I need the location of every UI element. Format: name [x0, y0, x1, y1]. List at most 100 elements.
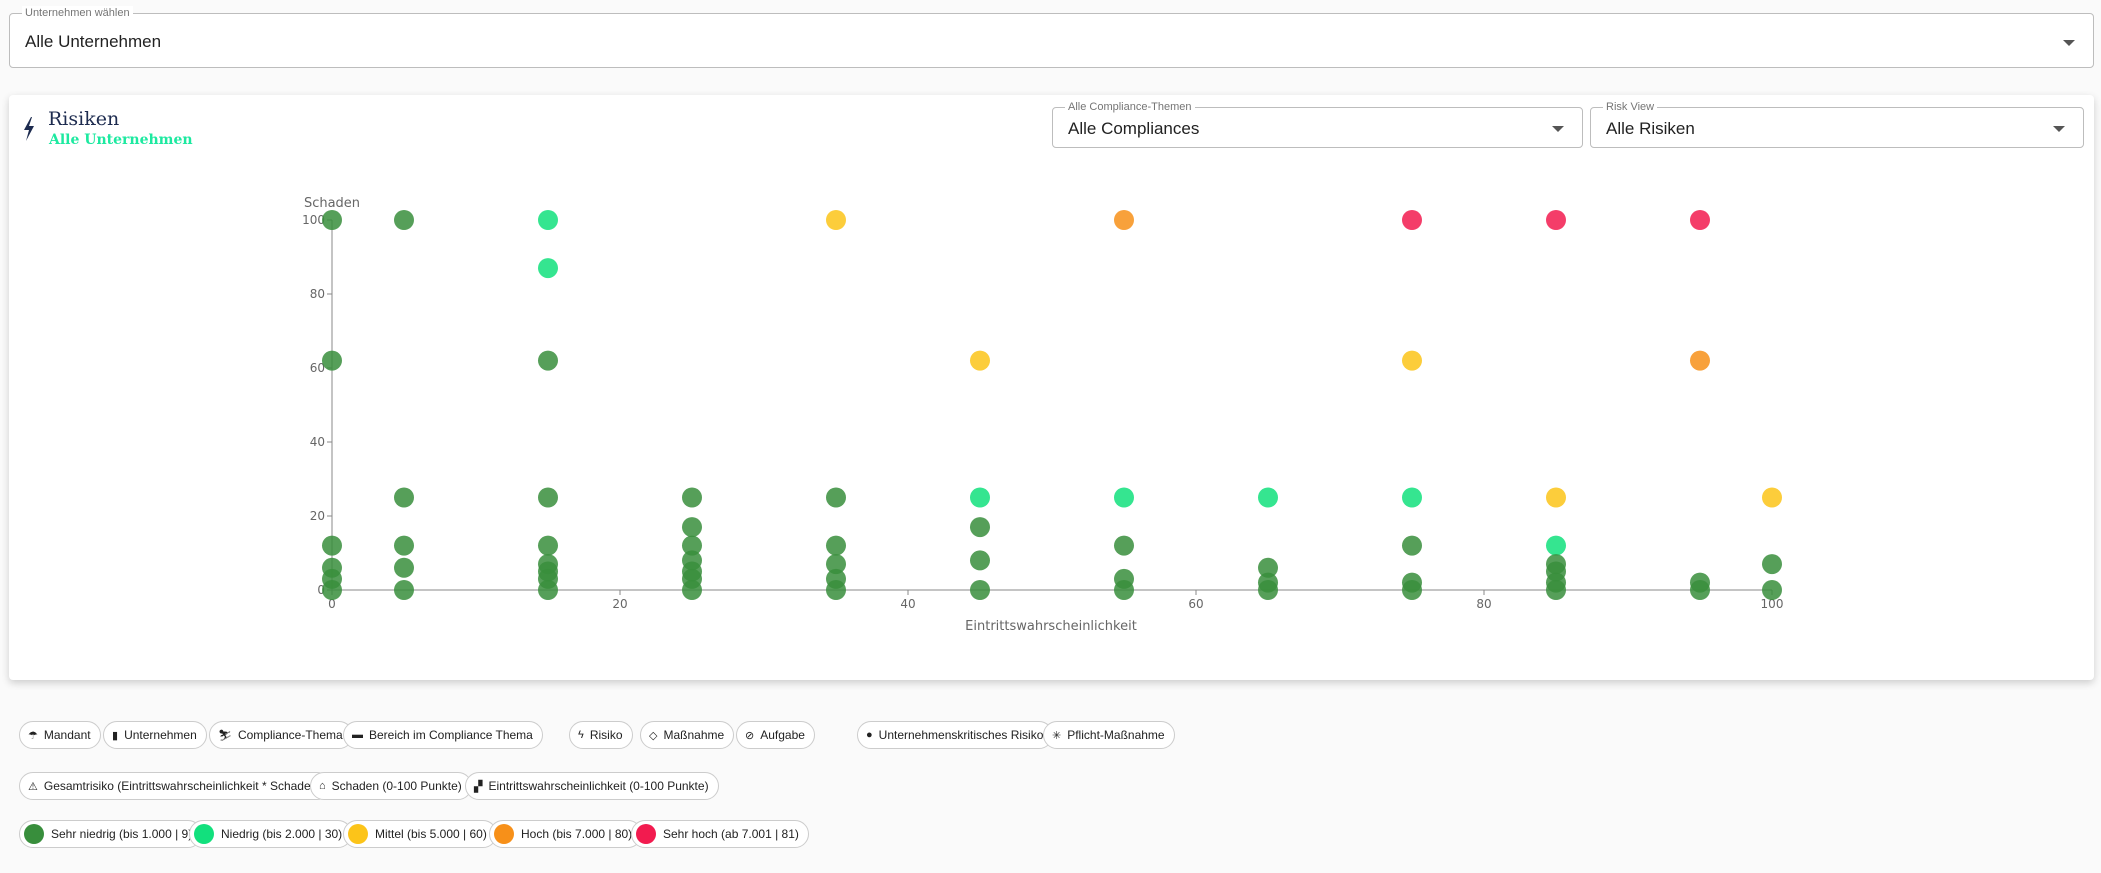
risk-point[interactable]	[1258, 580, 1278, 600]
legend-chip-label: Mandant	[43, 728, 91, 742]
y-tick-label: 100	[302, 213, 325, 227]
risk-point[interactable]	[682, 487, 702, 508]
risk-point[interactable]	[1258, 487, 1278, 508]
card-title: Risiken	[48, 108, 120, 130]
risk-point[interactable]	[394, 535, 414, 556]
company-select[interactable]: Unternehmen wählen Alle Unternehmen	[9, 6, 2094, 68]
risk-point[interactable]	[826, 580, 846, 600]
legend-chip[interactable]: ⛷ Compliance-Thema	[209, 721, 353, 749]
x-tick-label: 0	[328, 597, 336, 611]
legend-chip[interactable]: ⌂ Schaden (0-100 Punkte)	[310, 772, 472, 800]
company-select-value: Alle Unternehmen	[25, 32, 162, 51]
risk-point[interactable]	[1114, 535, 1134, 556]
risk-point[interactable]	[826, 487, 846, 508]
risk-point[interactable]	[1402, 350, 1422, 371]
legend-chip-label: Compliance-Thema	[237, 728, 343, 742]
legend-chip-label: Eintrittswahrscheinlichkeit (0-100 Punkt…	[488, 779, 709, 793]
risk-point[interactable]	[1690, 210, 1710, 230]
legend-chip[interactable]: Sehr niedrig (bis 1.000 | 9)	[19, 820, 203, 848]
risk-point[interactable]	[1402, 580, 1422, 600]
risk-point[interactable]	[1114, 580, 1134, 600]
risk-point[interactable]	[970, 580, 990, 600]
risk-point[interactable]	[1402, 210, 1422, 230]
risk-point[interactable]	[322, 210, 342, 230]
risk-point[interactable]	[682, 535, 702, 556]
risk-point[interactable]	[970, 487, 990, 508]
risk-point[interactable]	[1546, 535, 1566, 556]
color-dot-icon	[494, 824, 514, 844]
legend-chip[interactable]: ϟ Risiko	[569, 721, 633, 749]
legend-chip-label: Gesamtrisiko (Eintrittswahrscheinlichkei…	[43, 779, 322, 793]
chevron-down-icon	[2053, 126, 2065, 132]
legend-icon: ϟ	[578, 729, 584, 741]
legend-icon: ⊘	[745, 729, 755, 742]
legend-chip[interactable]: Niedrig (bis 2.000 | 30)	[189, 820, 353, 848]
legend-chip[interactable]: ◇ Maßnahme	[640, 721, 735, 749]
y-tick-label: 40	[310, 435, 325, 449]
risk-view-value: Alle Risiken	[1606, 119, 1695, 138]
risk-point[interactable]	[970, 550, 990, 571]
color-dot-icon	[636, 824, 656, 844]
legend-chip[interactable]: ✳ Pflicht-Maßnahme	[1043, 721, 1175, 749]
risk-point[interactable]	[394, 557, 414, 578]
risk-point[interactable]	[1690, 580, 1710, 600]
legend-chip[interactable]: ⚠ Gesamtrisiko (Eintrittswahrscheinlichke…	[19, 772, 332, 800]
compliance-topic-select[interactable]: Alle Compliance-Themen Alle Compliances	[1052, 100, 1583, 148]
legend-chip[interactable]: Sehr hoch (ab 7.001 | 81)	[631, 820, 809, 848]
legend-chip-label: Aufgabe	[760, 728, 805, 742]
risk-point[interactable]	[682, 580, 702, 600]
risk-view-select[interactable]: Risk View Alle Risiken	[1590, 100, 2084, 148]
legend-icon: ⚠	[28, 780, 38, 793]
risk-point[interactable]	[1114, 487, 1134, 508]
risk-point[interactable]	[826, 554, 846, 575]
risk-point[interactable]	[826, 210, 846, 230]
risk-point[interactable]	[394, 210, 414, 230]
legend-chip[interactable]: ● Unternehmenskritisches Risiko	[857, 721, 1054, 749]
risk-point[interactable]	[1402, 535, 1422, 556]
risk-point[interactable]	[538, 210, 558, 230]
legend-chip[interactable]: ▬ Bereich im Compliance Thema	[343, 721, 543, 749]
risk-point[interactable]	[1114, 210, 1134, 230]
risk-point[interactable]	[322, 580, 342, 600]
legend-chip[interactable]: ⊘ Aufgabe	[736, 721, 815, 749]
legend-icon: ⌂	[319, 780, 326, 792]
risk-point[interactable]	[682, 517, 702, 538]
risk-card	[9, 95, 2094, 680]
risk-point[interactable]	[1546, 580, 1566, 600]
risk-point[interactable]	[1402, 487, 1422, 508]
risk-point[interactable]	[394, 580, 414, 600]
legend-chip[interactable]: Hoch (bis 7.000 | 80)	[489, 820, 643, 848]
x-tick-label: 60	[1188, 597, 1203, 611]
legend-icon: ▞	[474, 780, 483, 793]
legend-chip-label: Schaden (0-100 Punkte)	[331, 779, 462, 793]
risk-point[interactable]	[1762, 554, 1782, 575]
risk-point[interactable]	[538, 258, 558, 279]
lightning-icon	[24, 117, 34, 141]
risk-point[interactable]	[1690, 350, 1710, 371]
risk-point[interactable]	[394, 487, 414, 508]
legend-chip[interactable]: ▮ Unternehmen	[103, 721, 207, 749]
risk-point[interactable]	[538, 535, 558, 556]
risk-point[interactable]	[538, 350, 558, 371]
legend-chip[interactable]: Mittel (bis 5.000 | 60)	[343, 820, 497, 848]
risk-point[interactable]	[970, 350, 990, 371]
y-axis-label: Schaden	[304, 196, 360, 211]
risk-point[interactable]	[1546, 210, 1566, 230]
legend-icon: ◇	[649, 729, 658, 742]
risk-point[interactable]	[1546, 487, 1566, 508]
x-tick-label: 100	[1761, 597, 1784, 611]
legend-chip[interactable]: ▞ Eintrittswahrscheinlichkeit (0-100 Punk…	[465, 772, 719, 800]
company-select-label: Unternehmen wählen	[22, 6, 133, 20]
legend-chip[interactable]: ☂ Mandant	[19, 721, 101, 749]
risk-point[interactable]	[322, 350, 342, 371]
risk-point[interactable]	[1258, 557, 1278, 578]
risk-point[interactable]	[1762, 580, 1782, 600]
legend-chip-label: Maßnahme	[663, 728, 725, 742]
risk-point[interactable]	[322, 535, 342, 556]
risk-point[interactable]	[970, 517, 990, 538]
risk-point[interactable]	[1762, 487, 1782, 508]
risk-point[interactable]	[538, 487, 558, 508]
risk-point[interactable]	[826, 535, 846, 556]
legend-icon: ▬	[352, 729, 363, 741]
risk-point[interactable]	[538, 580, 558, 600]
